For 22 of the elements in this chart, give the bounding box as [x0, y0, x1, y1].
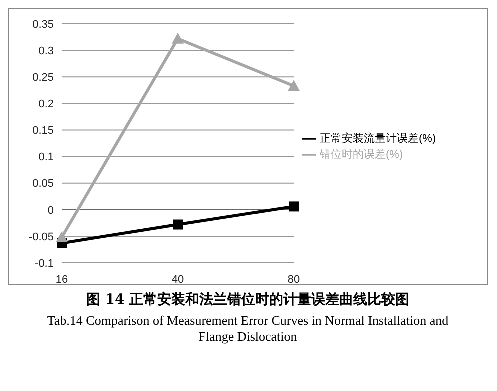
y-tick-label: 0.3 [38, 45, 54, 58]
y-tick-label: 0.05 [32, 178, 54, 190]
legend-label: 错位时的误差(%) [320, 148, 404, 160]
y-tick-label: -0.1 [35, 258, 54, 270]
y-tick-label: 0 [48, 204, 54, 217]
point [289, 202, 299, 212]
text: 图 14 正常安装和法兰错位时的计量误差曲线比较图 [85, 291, 411, 309]
y-tick-label: 0.35 [32, 18, 54, 31]
x-tick-label: 16 [56, 274, 68, 286]
point [288, 80, 300, 92]
y-tick-label: 0.2 [38, 98, 54, 111]
point [172, 32, 184, 44]
text: Tab.14 Comparison of Measurement Error Curves in Normal Installation and Flange Dislocation [46, 313, 450, 345]
y-tick-label: 0.1 [38, 152, 54, 164]
legend-label: 正常安装流量计误差(%) [320, 132, 436, 144]
y-tick-label: 0.25 [32, 72, 54, 84]
y-tick-label: 0.15 [32, 125, 54, 138]
y-tick-label: -0.05 [28, 231, 54, 244]
point [56, 232, 68, 243]
x-tick-label: 80 [288, 274, 300, 286]
point [173, 220, 183, 230]
x-tick-label: 40 [172, 274, 184, 286]
